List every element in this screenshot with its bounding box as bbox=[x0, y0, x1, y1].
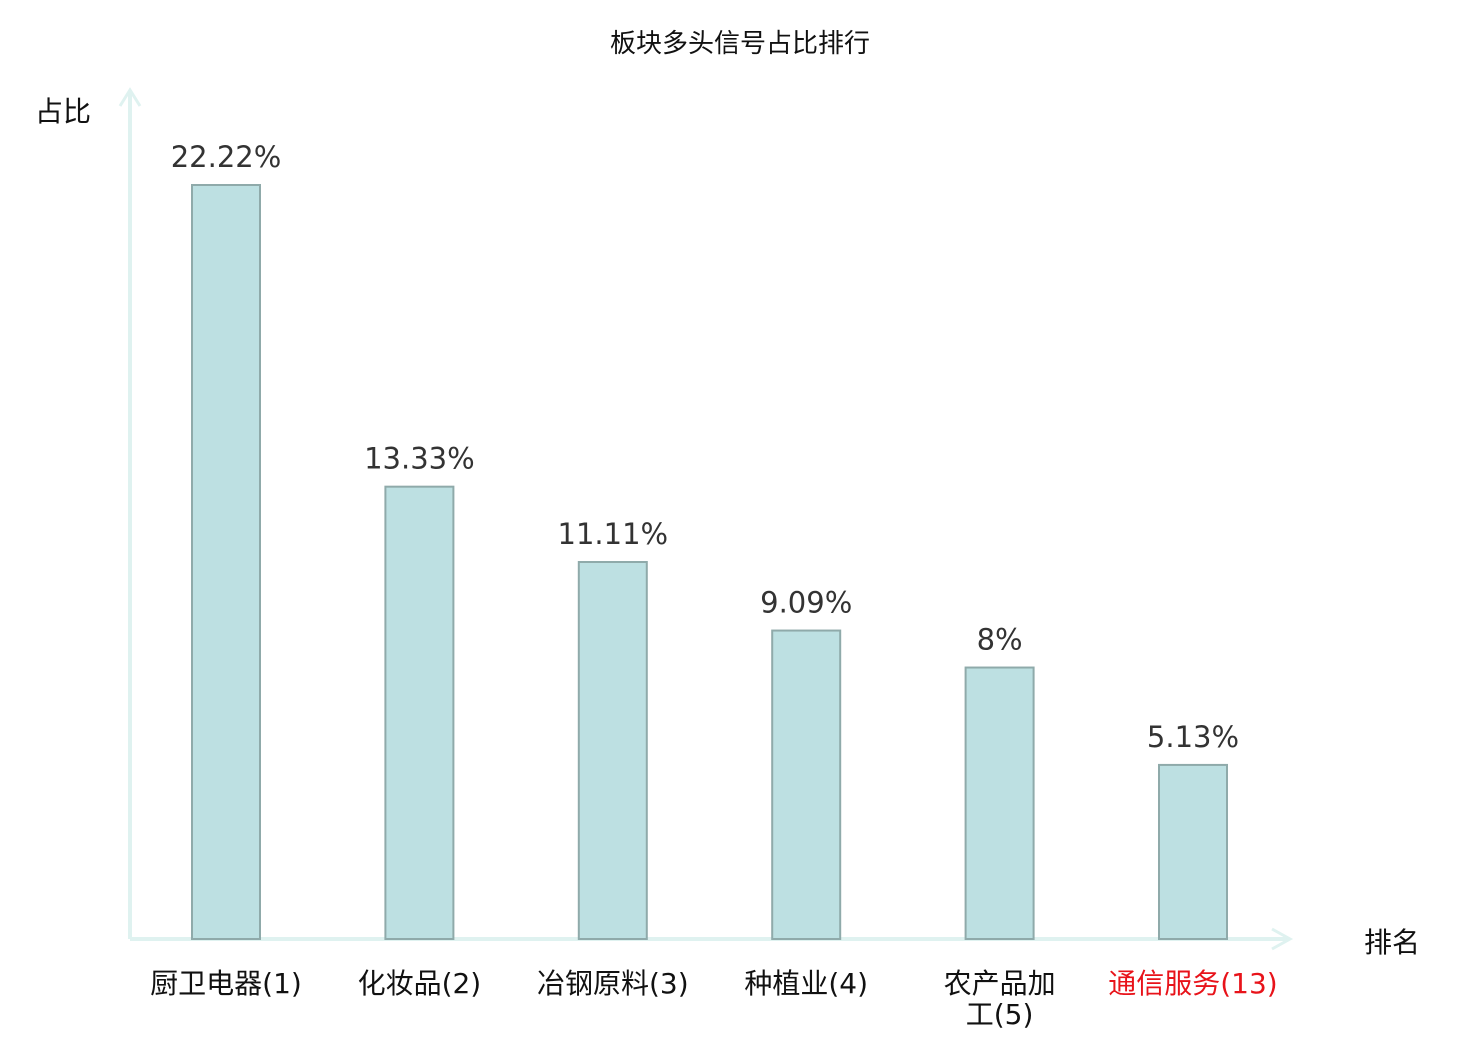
bar bbox=[191, 184, 261, 940]
data-label: 11.11% bbox=[558, 517, 669, 551]
x-tick-label: 种植业(4) bbox=[744, 967, 868, 1000]
data-label: 8% bbox=[977, 623, 1023, 657]
bar bbox=[964, 666, 1035, 940]
bar bbox=[577, 561, 648, 940]
data-label: 9.09% bbox=[760, 586, 852, 620]
x-tick-label: 农产品加 bbox=[944, 967, 1056, 1000]
bars bbox=[191, 184, 1228, 941]
y-axis-label: 占比 bbox=[35, 95, 91, 128]
x-tick-label: 化妆品(2) bbox=[358, 967, 482, 1000]
bar bbox=[1158, 763, 1228, 940]
chart-title: 板块多头信号占比排行 bbox=[610, 29, 870, 59]
x-tick-label: 厨卫电器(1) bbox=[150, 967, 302, 1000]
data-label: 22.22% bbox=[171, 140, 282, 174]
data-label: 13.33% bbox=[364, 442, 475, 476]
data-label: 5.13% bbox=[1147, 720, 1239, 754]
y-axis-arrow-icon bbox=[118, 87, 142, 107]
x-tick-label: 工(5) bbox=[966, 998, 1034, 1031]
x-tick-label: 冶钢原料(3) bbox=[537, 967, 689, 1000]
bar bbox=[771, 629, 842, 941]
data-labels: 22.22% 13.33% 11.11% 9.09% 8% 5.13% bbox=[171, 140, 1239, 754]
x-tick-label: 通信服务(13) bbox=[1108, 967, 1277, 1000]
x-axis-arrow-icon bbox=[1271, 927, 1294, 951]
axes bbox=[118, 87, 1294, 951]
x-axis-label: 排名 bbox=[1364, 926, 1420, 959]
bar bbox=[384, 485, 455, 940]
